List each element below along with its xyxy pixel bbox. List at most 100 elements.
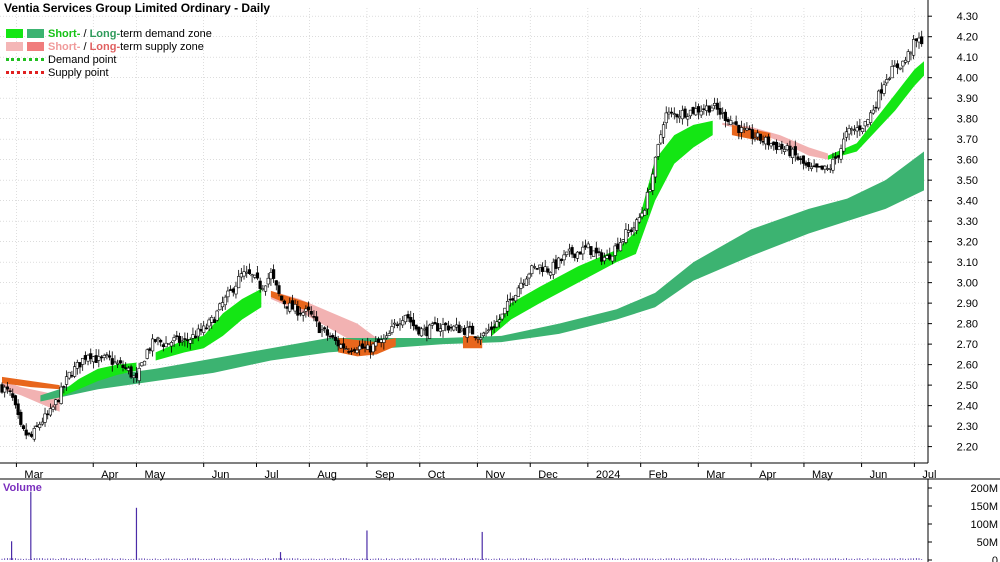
legend-supply-long: Long- [89,40,121,53]
candle-body [906,51,910,62]
candle-body [729,120,733,125]
candle-body [782,149,787,152]
candle [581,241,585,261]
candle-body [750,129,754,139]
candle-body [651,173,655,191]
candle-body [602,257,606,262]
candle-body [277,285,281,294]
candle [852,125,857,135]
candle-body [94,355,98,363]
candle [282,299,286,309]
candle [145,348,149,360]
price-tick-label: 2.50 [957,380,978,392]
candle-body [710,107,714,112]
candle [64,370,69,391]
candle-body [411,319,416,327]
candle [419,326,424,337]
price-tick-label: 3.90 [957,93,978,105]
candle-body [460,328,464,332]
candle [554,254,558,274]
candle-body [626,230,631,233]
month-label: Sep [375,469,395,481]
candle-body [909,52,913,55]
candle [177,332,182,347]
candle [430,321,434,329]
candle [309,306,313,317]
candle [877,89,881,111]
candle-body [726,118,730,123]
candle [855,121,859,138]
candle-body [640,212,644,218]
candle [159,338,163,347]
candle [901,60,905,73]
legend-demand-point: Demand point [6,53,212,66]
candle [688,109,693,119]
candle [414,324,418,332]
candle-body [772,141,776,146]
supply-band [2,376,60,390]
candle-body [618,242,623,252]
short-demand-swatch [6,29,23,38]
candle [583,239,588,250]
candle-body [850,128,854,131]
candle-body [879,89,883,94]
candle [885,74,889,86]
candle-body [223,296,227,306]
candle [516,285,520,297]
candle [777,142,781,151]
candle [194,330,198,339]
candle-body [288,302,292,312]
candle-body [172,337,176,342]
month-label: Jun [212,469,230,481]
price-tick-label: 3.60 [957,155,978,167]
candle-body [871,109,875,114]
candle-body [167,343,171,345]
candle [320,325,324,337]
candle [446,320,451,334]
price-tick-label: 2.80 [957,319,978,331]
candle-body [13,395,18,406]
candle-body [315,316,319,322]
candle-body [263,285,268,292]
candle [86,353,90,366]
candle [19,409,23,427]
candle [301,310,305,322]
candle-body [290,300,295,310]
month-label: Jun [870,469,888,481]
candle-body [382,338,386,343]
candle-body [495,321,499,328]
candle [562,250,566,266]
candle-body [597,251,601,253]
candle [245,265,249,278]
candle [707,105,711,116]
candle-body [274,280,278,286]
candle-body [489,326,494,330]
candle-body [282,300,286,305]
candle [667,107,671,120]
candle-body [191,334,195,339]
candle-body [242,271,246,277]
candle-body [352,349,356,352]
candle-body [403,314,407,323]
candle-body [788,145,792,157]
candle-body [637,217,641,223]
candle-body [196,328,200,337]
candle [804,160,808,169]
short-supply-zone [722,122,828,160]
candle-body [551,261,555,275]
candle-body [32,428,36,440]
candle [13,394,18,409]
candle [847,124,851,141]
candle-body [575,251,580,259]
candle-body [766,136,771,146]
candle-body [543,266,547,272]
candle [858,118,862,137]
candle [113,355,117,364]
candle [887,76,892,81]
candle-body [616,243,620,250]
candle [99,355,104,363]
candle [228,285,233,291]
candle-body [218,303,222,311]
